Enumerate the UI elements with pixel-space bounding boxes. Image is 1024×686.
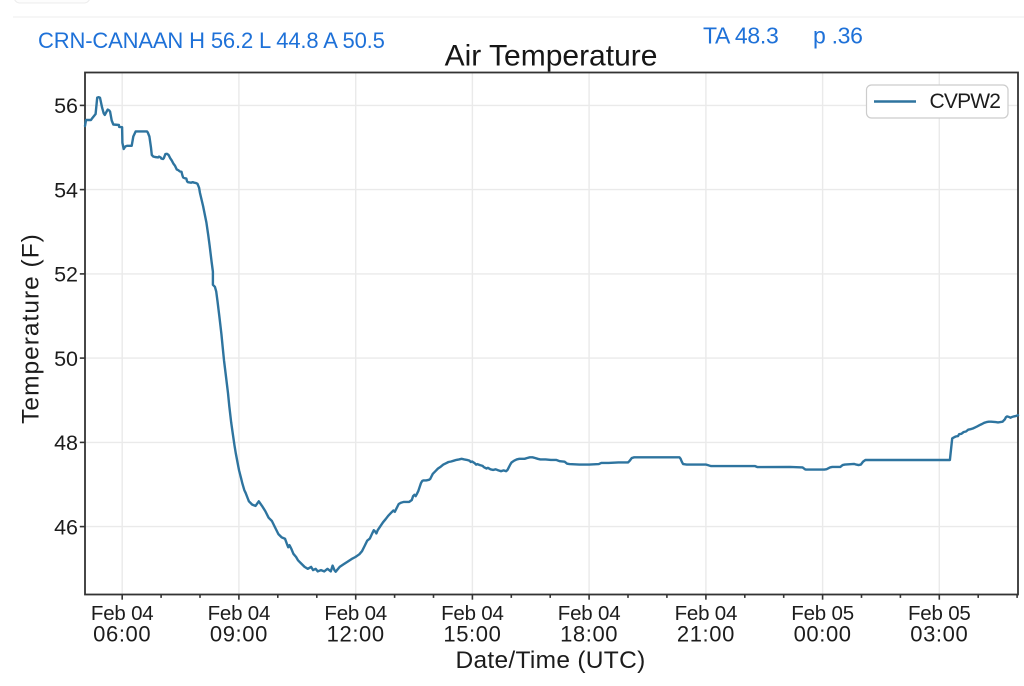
svg-text:21:00: 21:00 [677,622,735,647]
svg-text:CVPW2: CVPW2 [930,90,1001,113]
svg-text:Feb 04: Feb 04 [91,602,154,625]
svg-text:09:00: 09:00 [210,622,268,647]
svg-text:18:00: 18:00 [560,622,618,647]
svg-text:Temperature (F): Temperature (F) [18,233,45,424]
svg-text:Feb 04: Feb 04 [208,602,271,625]
svg-text:Air Temperature: Air Temperature [445,40,658,73]
svg-text:Date/Time (UTC): Date/Time (UTC) [455,647,645,674]
svg-text:52: 52 [54,263,78,287]
svg-text:03:00: 03:00 [910,622,968,647]
svg-text:Feb 04: Feb 04 [324,602,387,625]
svg-text:Feb 04: Feb 04 [441,602,504,625]
svg-text:06:00: 06:00 [93,622,151,647]
svg-text:p .36: p .36 [813,23,863,49]
svg-text:50: 50 [54,347,78,371]
svg-text:12:00: 12:00 [327,622,385,647]
svg-text:CRN-CANAAN H 56.2 L 44.8 A 50.: CRN-CANAAN H 56.2 L 44.8 A 50.5 [38,28,385,53]
svg-text:56: 56 [54,94,78,118]
svg-text:15:00: 15:00 [443,622,501,647]
svg-text:Feb 04: Feb 04 [558,602,621,625]
svg-text:Feb 04: Feb 04 [675,602,738,625]
svg-text:00:00: 00:00 [794,622,852,647]
svg-text:48: 48 [54,431,78,455]
svg-text:Feb 05: Feb 05 [791,602,854,625]
svg-text:Feb 05: Feb 05 [908,602,971,625]
svg-text:46: 46 [54,515,78,539]
svg-text:54: 54 [54,178,78,202]
svg-text:TA 48.3: TA 48.3 [703,23,778,49]
